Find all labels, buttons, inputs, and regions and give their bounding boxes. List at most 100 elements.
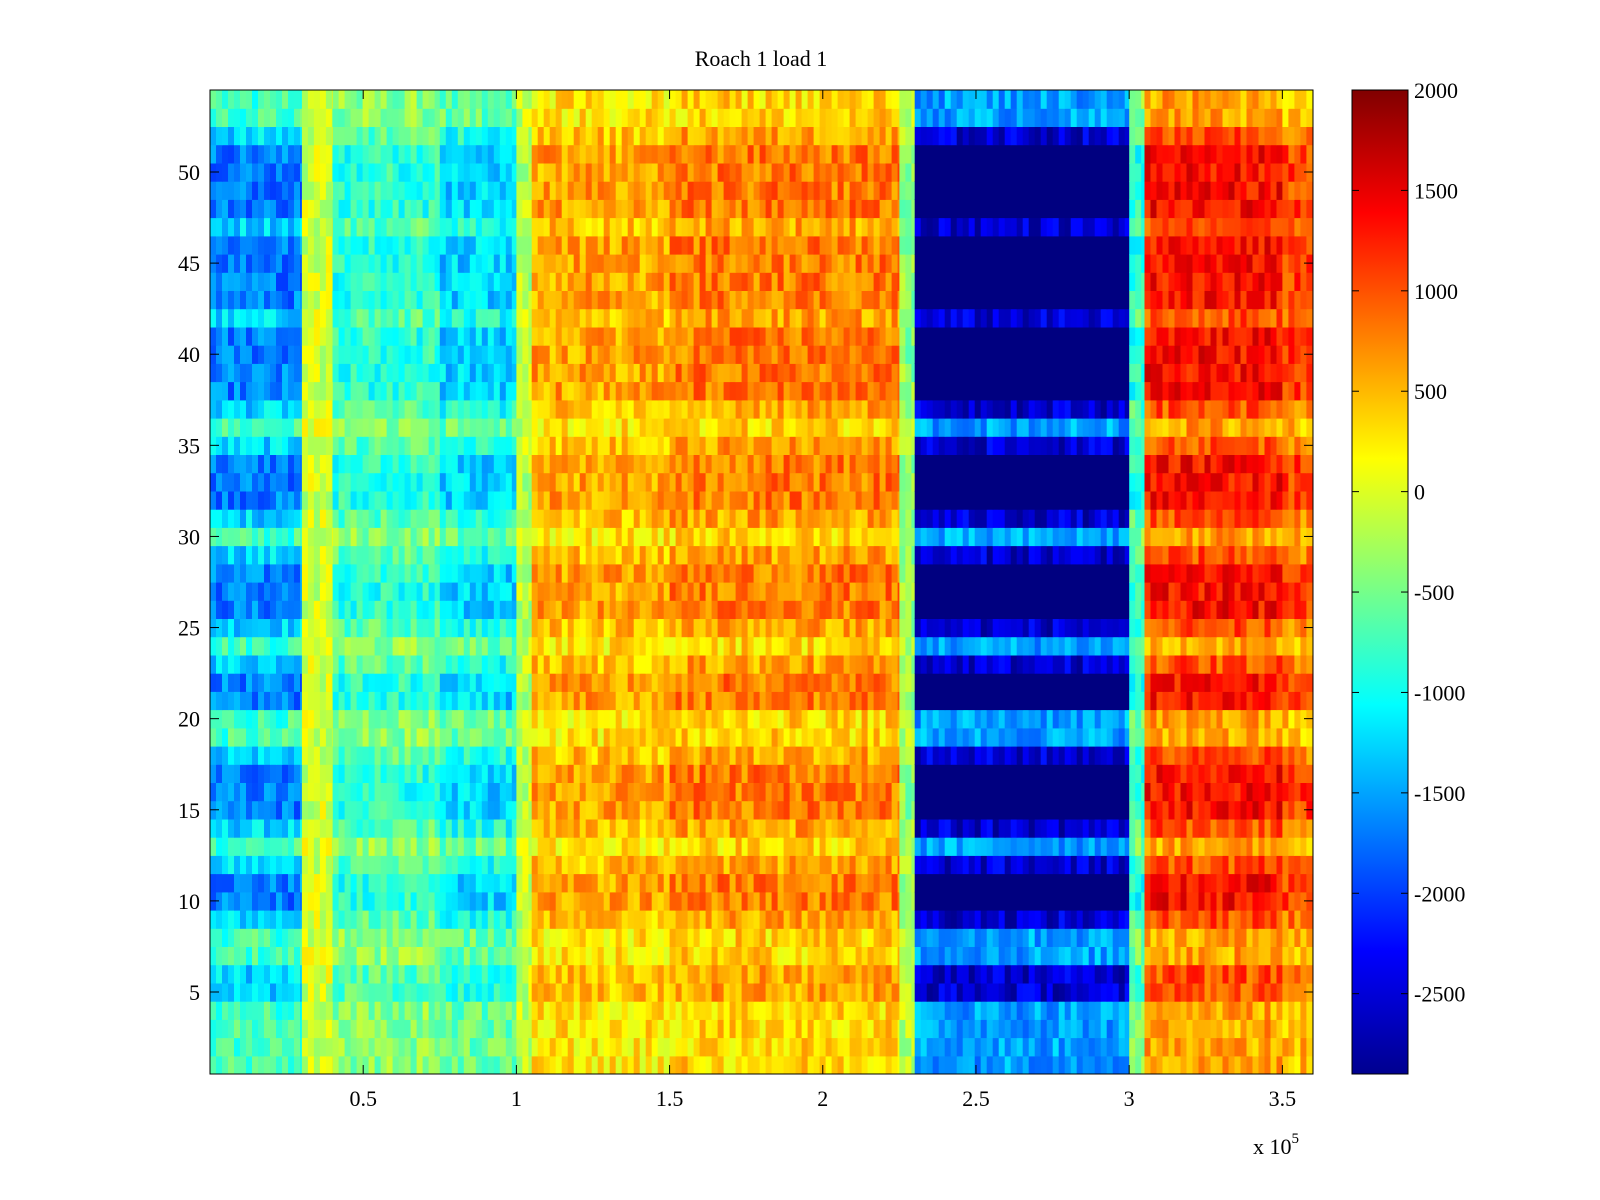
heatmap-cell: [288, 563, 295, 583]
heatmap-cell: [777, 746, 785, 765]
heatmap-cell: [307, 636, 315, 656]
heatmap-cell: [380, 509, 388, 528]
heatmap-cell: [639, 545, 647, 565]
heatmap-cell: [651, 928, 659, 947]
heatmap-cell: [258, 855, 265, 875]
heatmap-cell: [493, 454, 501, 474]
heatmap-cell: [627, 381, 635, 401]
heatmap-cell: [216, 181, 223, 200]
heatmap-cell: [675, 964, 683, 984]
heatmap-cell: [264, 272, 271, 291]
heatmap-cell: [301, 691, 309, 711]
heatmap-cell: [511, 891, 517, 911]
heatmap-cell: [487, 436, 495, 455]
heatmap-cell: [264, 946, 271, 966]
heatmap-cell: [555, 345, 563, 364]
heatmap-cell: [307, 1037, 315, 1057]
heatmap-cell: [282, 472, 289, 492]
heatmap-cell: [463, 90, 471, 109]
heatmap-cell: [301, 436, 309, 455]
heatmap-cell: [627, 217, 635, 237]
heatmap-cell: [469, 764, 477, 783]
heatmap-cell: [258, 254, 265, 273]
heatmap-cell: [264, 527, 271, 547]
heatmap-cell: [825, 727, 833, 747]
heatmap-cell: [621, 108, 629, 127]
heatmap-cell: [873, 782, 881, 802]
heatmap-cell: [222, 855, 229, 875]
heatmap-cell: [511, 308, 517, 328]
heatmap-cell: [669, 818, 677, 838]
heatmap-cell: [282, 490, 289, 510]
heatmap-cell: [597, 818, 605, 838]
heatmap-cell: [603, 509, 611, 528]
heatmap-cell: [325, 254, 333, 273]
heatmap-cell: [264, 782, 271, 802]
heatmap-cell: [825, 800, 833, 820]
heatmap-cell: [216, 527, 223, 547]
heatmap-cell: [543, 946, 551, 966]
heatmap-cell: [240, 381, 247, 401]
heatmap-cell: [885, 964, 893, 984]
heatmap-cell: [222, 982, 229, 1002]
heatmap-cell: [499, 490, 507, 510]
heatmap-cell: [252, 727, 259, 747]
heatmap-cell: [849, 891, 857, 911]
heatmap-cell: [216, 982, 223, 1002]
heatmap-cell: [288, 709, 295, 729]
heatmap-cell: [705, 982, 713, 1002]
heatmap-cell: [380, 308, 388, 328]
heatmap-cell: [657, 600, 665, 619]
heatmap-cell: [398, 727, 406, 747]
heatmap-cell: [404, 800, 412, 820]
heatmap-cell: [344, 181, 352, 200]
heatmap-cell: [301, 654, 309, 674]
heatmap-cell: [240, 126, 247, 146]
heatmap-cell: [783, 746, 791, 765]
heatmap-cell: [386, 509, 394, 528]
heatmap-cell: [451, 891, 459, 911]
heatmap-cell: [573, 782, 581, 802]
heatmap-cell: [307, 490, 315, 510]
heatmap-cell: [633, 490, 641, 510]
heatmap-cell: [603, 982, 611, 1002]
heatmap-cell: [368, 1037, 376, 1057]
heatmap-cell: [398, 454, 406, 474]
heatmap-cell: [294, 126, 301, 146]
heatmap-cell: [307, 1019, 315, 1039]
heatmap-cell: [469, 490, 477, 510]
heatmap-cell: [252, 1037, 259, 1057]
heatmap-cell: [457, 618, 465, 638]
heatmap-cell: [481, 563, 489, 583]
heatmap-cell: [288, 946, 295, 966]
heatmap-cell: [861, 800, 869, 820]
heatmap-cell: [555, 818, 563, 838]
heatmap-cell: [675, 1055, 683, 1074]
heatmap-cell: [374, 782, 382, 802]
heatmap-cell: [350, 545, 358, 565]
heatmap-cell: [493, 217, 501, 237]
heatmap-cell: [258, 1019, 265, 1039]
heatmap-cell: [555, 181, 563, 200]
heatmap-cell: [307, 782, 315, 802]
heatmap-cell: [300, 527, 303, 547]
heatmap-cell: [294, 144, 301, 164]
heatmap-cell: [301, 946, 309, 966]
heatmap-cell: [645, 910, 653, 929]
heatmap-cell: [651, 162, 659, 182]
heatmap-cell: [663, 162, 671, 182]
heatmap-cell: [319, 363, 327, 383]
heatmap-cell: [615, 326, 623, 346]
heatmap-cell: [404, 436, 412, 455]
heatmap-cell: [392, 873, 400, 893]
heatmap-cell: [288, 691, 295, 711]
heatmap-cell: [528, 636, 533, 656]
heatmap-cell: [362, 509, 370, 528]
heatmap-cell: [234, 654, 241, 674]
heatmap-cell: [386, 709, 394, 729]
heatmap-cell: [873, 982, 881, 1002]
heatmap-cell: [615, 472, 623, 492]
heatmap-cell: [753, 727, 761, 747]
heatmap-cell: [350, 982, 358, 1002]
heatmap-cell: [463, 454, 471, 474]
